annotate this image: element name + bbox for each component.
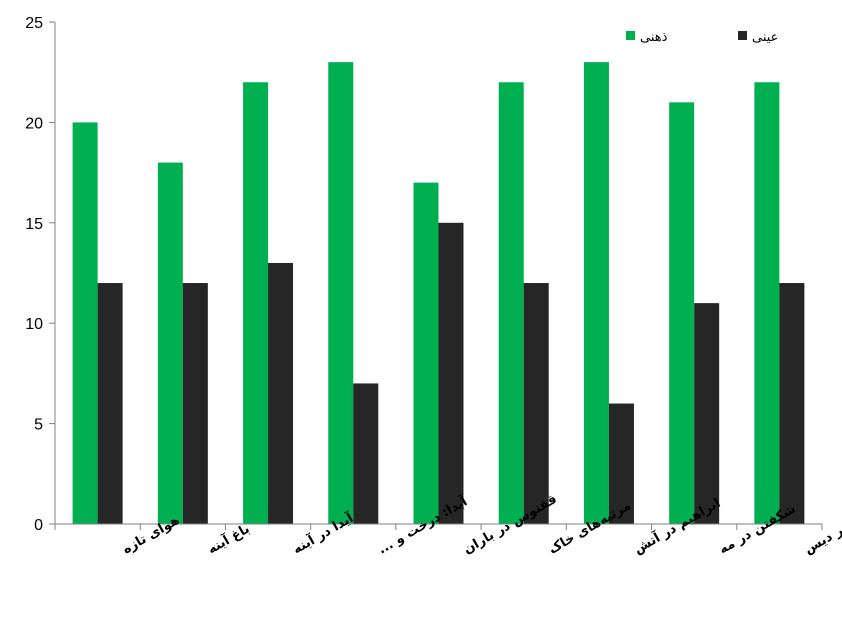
bar-series2 (523, 283, 549, 524)
bar-series1 (669, 102, 695, 524)
bar-series1 (498, 82, 524, 525)
y-axis: 0 5 10 15 20 25 (25, 15, 56, 534)
bar-series1 (413, 182, 439, 524)
x-category-label: آیدا در آینه (290, 509, 357, 558)
legend-label: عینی (752, 30, 778, 45)
y-tick-label: 20 (25, 115, 43, 132)
bar-series2 (182, 283, 208, 524)
legend-label: ذهنی (640, 30, 668, 45)
x-category-label: باغ آینه (204, 520, 252, 558)
bar-series1 (754, 82, 780, 525)
bar-series1 (583, 62, 609, 524)
bar-series1 (72, 122, 98, 525)
y-tick-label: 25 (25, 15, 43, 32)
legend: ذهنی عینی (626, 30, 778, 45)
legend-swatch (738, 31, 747, 40)
bar-series2 (608, 403, 634, 524)
bars (72, 62, 805, 525)
y-tick-label: 0 (34, 517, 43, 534)
bar-series2 (779, 283, 805, 524)
bar-series2 (438, 222, 464, 525)
bar-series2 (353, 383, 379, 524)
x-category-label: هوای تازه (120, 513, 182, 557)
bar-series1 (243, 82, 269, 525)
y-tick-label: 5 (34, 417, 43, 434)
legend-swatch (626, 31, 635, 40)
y-tick-label: 15 (25, 216, 43, 233)
bar-series1 (328, 62, 354, 524)
y-tick-label: 10 (25, 316, 43, 333)
bar-series2 (97, 283, 123, 524)
bar-series2 (694, 303, 720, 524)
bar-series2 (268, 262, 294, 524)
bar-series1 (157, 162, 183, 524)
